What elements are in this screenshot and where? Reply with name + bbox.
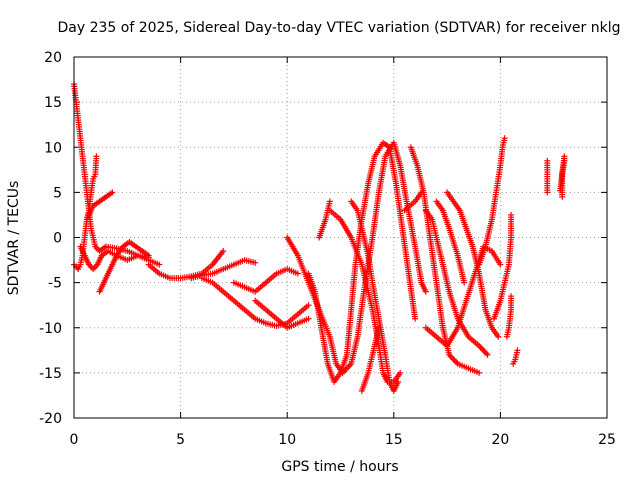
data-point [220,248,227,255]
x-tick-label: 25 [598,432,616,448]
y-tick-label: -10 [39,321,62,337]
data-point [326,198,333,205]
data-point [476,369,483,376]
x-axis-label: GPS time / hours [281,459,398,475]
x-tick-label: 20 [491,432,509,448]
y-tick-label: 0 [53,231,62,247]
y-tick-label: -15 [39,366,62,382]
data-point [412,315,419,322]
data-point [422,288,429,295]
x-tick-label: 5 [176,432,185,448]
data-point [484,351,491,358]
data-point [544,157,551,164]
data-point [508,211,515,218]
data-point [501,135,508,142]
data-point [145,252,152,259]
data-point [497,261,504,268]
axis-ticks: 0 5 10 15 20 25 -20 -15 -10 -5 0 5 10 15 20 [39,50,616,448]
data-point [375,324,382,331]
data-point [395,378,402,385]
data-point [156,261,163,268]
grid-lines [74,57,607,418]
data-point [495,333,502,340]
data-point [252,259,259,266]
data-point [93,153,100,160]
plot-frame [73,56,608,419]
y-tick-label: 15 [44,95,62,111]
y-tick-label: 20 [44,50,62,66]
data-point [109,189,116,196]
chart-title: Day 235 of 2025, Sidereal Day-to-day VTE… [58,20,621,36]
y-tick-label: -20 [39,411,62,427]
data-point [305,315,312,322]
data-point [508,293,515,300]
y-tick-label: 5 [53,185,62,201]
data-point [294,270,301,277]
y-tick-label: 10 [44,140,62,156]
data-point [557,187,564,194]
data-point [397,369,404,376]
y-tick-label: -5 [48,276,62,292]
data-point [514,347,521,354]
x-tick-label: 15 [385,432,403,448]
data-point [461,279,468,286]
data-points [71,81,568,394]
data-point [305,302,312,309]
y-axis-label: SDTVAR / TECUs [6,181,22,296]
x-tick-label: 0 [70,432,79,448]
x-tick-label: 10 [278,432,296,448]
